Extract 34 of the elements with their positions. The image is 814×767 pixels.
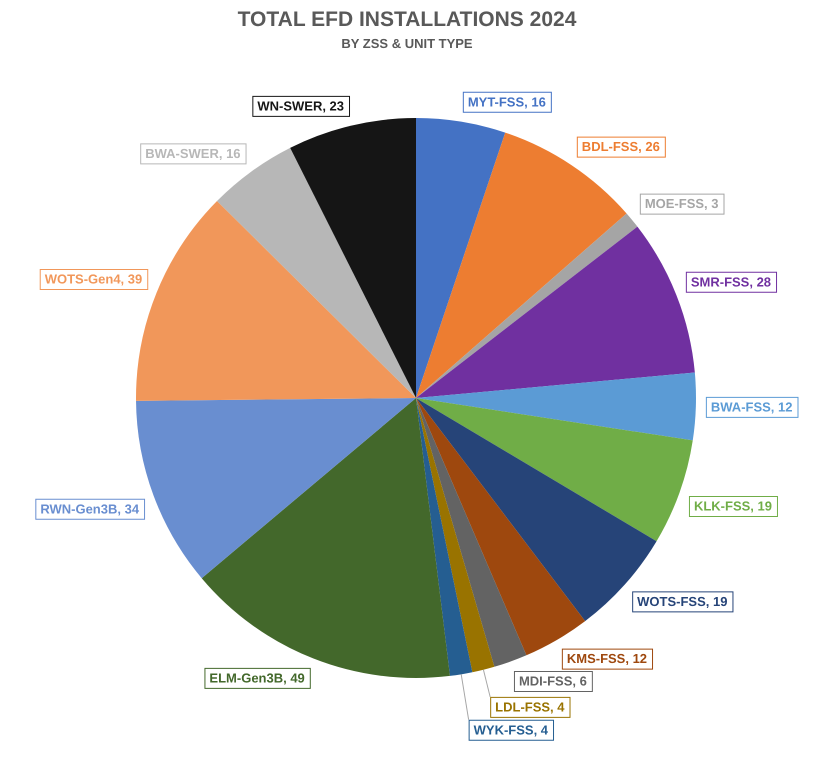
- data-label: , 16: [524, 94, 546, 110]
- slice-label: WOTS-FSS: [637, 594, 706, 609]
- data-label: , 12: [625, 651, 648, 666]
- data-label: , 49: [283, 670, 305, 686]
- chart-subtitle: BY ZSS & UNIT TYPE: [340, 36, 474, 53]
- slice-label: KMS-FSS: [566, 651, 626, 666]
- chart-title: TOTAL EFD INSTALLATIONS 2024: [236, 7, 578, 32]
- slice-label: BWA-SWER: [145, 146, 220, 161]
- slice-label: KLK-FSS: [694, 498, 751, 514]
- slice-label: MDI-FSS: [518, 674, 573, 689]
- slice-label: WOTS-Gen4: [44, 272, 122, 287]
- data-label: , 28: [749, 274, 772, 290]
- slice-label: SMR-FSS: [690, 274, 750, 290]
- data-label: , 12: [770, 399, 792, 414]
- data-label: , 19: [750, 498, 772, 514]
- slice-label: LDL-FSS: [495, 700, 550, 715]
- slice-label: BDL-FSS: [582, 139, 638, 154]
- data-label: , 4: [550, 700, 566, 715]
- data-label: , 19: [706, 594, 728, 609]
- data-label: , 23: [322, 98, 344, 114]
- slice-label: WYK-FSS: [474, 722, 534, 738]
- slice-label: RWN-Gen3B: [40, 501, 118, 516]
- data-label: , 16: [218, 146, 241, 161]
- data-label: , 6: [572, 674, 587, 689]
- data-label: , 39: [120, 272, 142, 287]
- data-label: , 26: [638, 139, 660, 154]
- slice-label: MOE-FSS: [644, 196, 704, 212]
- slice-label: WN-SWER: [257, 98, 323, 114]
- slice-label: MYT-FSS: [468, 94, 524, 110]
- slice-label: ELM-Gen3B: [209, 670, 284, 686]
- data-label: , 34: [117, 501, 140, 516]
- data-label: , 4: [534, 722, 549, 738]
- slice-label: BWA-FSS: [710, 399, 772, 414]
- data-label: , 3: [704, 196, 719, 212]
